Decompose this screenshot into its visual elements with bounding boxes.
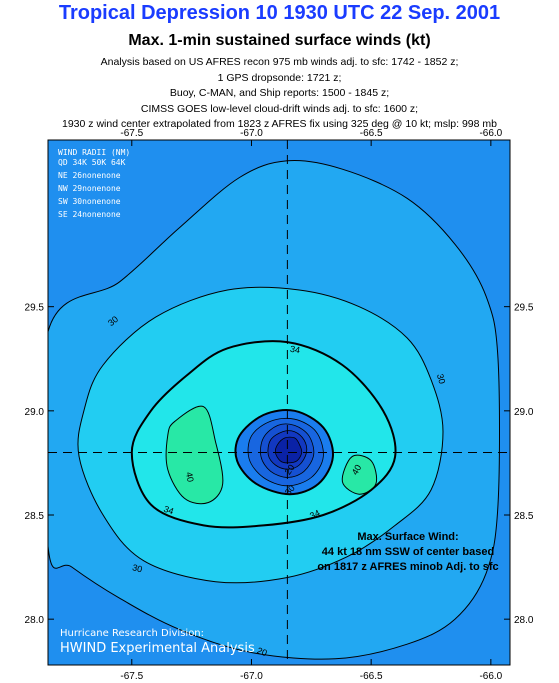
x-tick-label-bottom: -67.5 xyxy=(120,671,143,682)
y-tick-label-right: 28.5 xyxy=(514,511,534,522)
x-tick-label-bottom: -67.0 xyxy=(240,671,263,682)
x-tick-label-bottom: -66.5 xyxy=(360,671,383,682)
contour-label: 34 xyxy=(308,508,321,521)
credit-block: Hurricane Research Division: HWIND Exper… xyxy=(60,628,255,656)
plot-frame xyxy=(47,139,511,666)
max-wind-line: Max. Surface Wind: xyxy=(357,531,458,543)
contour-label: 20 xyxy=(283,463,297,477)
note-line: 1930 z wind center extrapolated from 182… xyxy=(62,118,497,131)
wind-radii-row: SW 30nonenone xyxy=(58,197,121,206)
max-wind-annotation: Max. Surface Wind: 44 kt 18 nm SSW of ce… xyxy=(317,531,498,573)
contour-label: 40 xyxy=(184,471,196,483)
max-wind-line: 44 kt 18 nm SSW of center based xyxy=(322,546,494,558)
y-tick-label-left: 29.0 xyxy=(25,407,45,418)
contour-30kt xyxy=(77,286,444,584)
chart-subtitle: Max. 1-min sustained surface winds (kt) xyxy=(128,32,431,49)
y-tick-label-left: 28.5 xyxy=(25,511,45,522)
contour-labels: 30 30 30 34 34 34 40 40 20 20 30 xyxy=(106,314,447,658)
wind-radii-header: QD 34K 50K 64K xyxy=(58,158,126,167)
x-tick-label-bottom: -66.0 xyxy=(479,671,502,682)
contour-label: 30 xyxy=(283,483,297,497)
x-tick-label-top: -67.0 xyxy=(240,128,263,139)
wind-band-40kt xyxy=(342,455,377,495)
contour-label: 30 xyxy=(131,562,143,574)
y-tick-label-right: 29.5 xyxy=(514,303,534,314)
contour-label: 34 xyxy=(289,344,301,356)
wind-band-40kt xyxy=(166,406,223,504)
note-line: Analysis based on US AFRES recon 975 mb … xyxy=(100,56,459,68)
axes: -67.5 -67.5 -67.0 -67.0 -66.5 -66.5 -66.0 -66.0… xyxy=(25,128,534,682)
max-wind-line: on 1817 z AFRES minob Adj. to sfc xyxy=(317,561,498,573)
wind-radii-row: NW 29nonenone xyxy=(58,184,121,193)
chart-title: Tropical Depression 10 1930 UTC 22 Sep. … xyxy=(58,2,501,24)
core-contour-25kt xyxy=(260,423,315,478)
core-band-15kt xyxy=(275,437,302,463)
contour-label: 30 xyxy=(435,373,447,385)
x-tick-label-top: -67.5 xyxy=(120,128,143,139)
core-contour-20kt xyxy=(267,430,308,470)
core-contour-30kt xyxy=(247,417,324,487)
contour-label: 34 xyxy=(162,504,175,517)
note-line: 1 GPS dropsonde: 1721 z; xyxy=(217,71,342,84)
analysis-notes: Analysis based on US AFRES recon 975 mb … xyxy=(0,55,559,133)
wind-radii-row: SE 24nonenone xyxy=(58,210,121,219)
credit-line-2: HWIND Experimental Analysis xyxy=(60,641,255,656)
x-tick-label-top: -66.0 xyxy=(479,128,502,139)
core-contour-15kt xyxy=(274,436,303,464)
note-line: CIMSS GOES low-level cloud-drift winds a… xyxy=(140,102,419,115)
contour-label: 40 xyxy=(350,463,364,477)
contour-20kt xyxy=(48,160,500,660)
contour-label: 30 xyxy=(106,314,120,328)
contour-lines xyxy=(48,140,510,665)
wind-radii-table: WIND RADII (NM) QD 34K 50K 64K NE 26none… xyxy=(58,148,130,219)
wind-field xyxy=(48,140,510,665)
y-tick-label-right: 28.0 xyxy=(514,615,534,626)
wind-radii-row: NE 26nonenone xyxy=(58,171,121,180)
y-tick-label-left: 28.0 xyxy=(25,615,45,626)
y-tick-label-left: 29.5 xyxy=(25,303,45,314)
credit-line-1: Hurricane Research Division: xyxy=(60,628,204,639)
wind-radii-title: WIND RADII (NM) xyxy=(58,148,130,157)
contour-40kt xyxy=(165,405,224,505)
y-tick-label-right: 29.0 xyxy=(514,407,534,418)
contour-34kt xyxy=(130,340,397,529)
contour-40kt xyxy=(341,454,378,495)
note-line: Buoy, C-MAN, and Ship reports: 1500 - 18… xyxy=(169,87,390,100)
core-contour-34kt xyxy=(234,409,334,496)
x-tick-label-top: -66.5 xyxy=(360,128,383,139)
contour-label: 20 xyxy=(256,645,269,658)
